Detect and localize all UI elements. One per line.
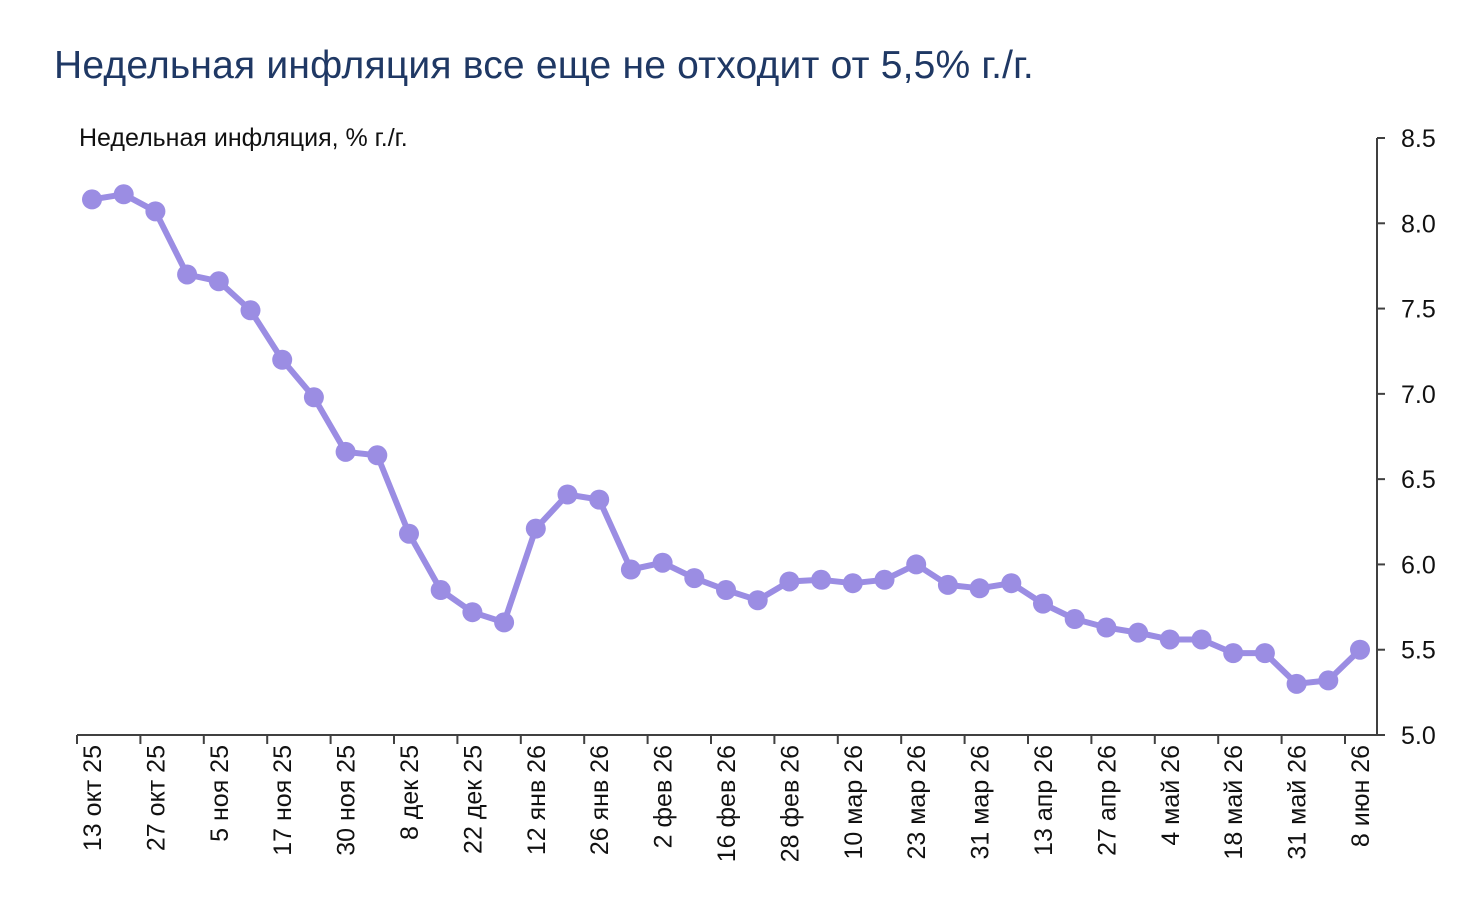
x-tick-label: 8 июн 26 bbox=[1347, 745, 1375, 847]
data-point bbox=[874, 569, 895, 590]
x-tick-label: 16 фев 26 bbox=[713, 745, 741, 862]
data-point bbox=[367, 445, 388, 466]
x-ticks: 13 окт 25 27 окт 25 5 ноя 25 17 ноя 25 30 но… bbox=[76, 735, 1375, 862]
data-point bbox=[494, 612, 515, 633]
series bbox=[82, 184, 1370, 694]
data-point bbox=[208, 271, 229, 292]
data-point bbox=[1254, 643, 1275, 664]
y-tick-label: 6.0 bbox=[1401, 551, 1436, 579]
y-ticks: 5.0 5.5 6.0 6.5 7.0 7.5 8.0 8.5 bbox=[1377, 125, 1436, 750]
data-point bbox=[779, 571, 800, 592]
x-tick-label: 10 мар 26 bbox=[840, 745, 868, 860]
data-point bbox=[1350, 639, 1370, 660]
x-tick-label: 27 апр 26 bbox=[1093, 745, 1121, 856]
x-tick-label: 31 май 26 bbox=[1284, 745, 1312, 860]
data-point bbox=[589, 489, 610, 510]
data-point bbox=[177, 264, 198, 285]
data-point bbox=[1318, 670, 1339, 691]
x-tick-label: 13 окт 25 bbox=[79, 745, 107, 851]
x-tick-label: 4 май 26 bbox=[1157, 745, 1185, 846]
data-point bbox=[557, 484, 578, 505]
data-point bbox=[462, 602, 483, 623]
x-tick-label: 26 янв 26 bbox=[586, 745, 614, 855]
x-tick-label: 30 ноя 25 bbox=[333, 745, 361, 856]
data-point bbox=[430, 580, 451, 601]
data-point bbox=[1223, 643, 1244, 664]
data-point bbox=[113, 184, 134, 205]
data-point bbox=[620, 559, 641, 580]
data-point bbox=[684, 568, 705, 589]
y-tick-label: 7.5 bbox=[1401, 296, 1436, 324]
data-point bbox=[1001, 573, 1022, 594]
data-point bbox=[272, 349, 293, 370]
data-point bbox=[716, 580, 736, 601]
x-tick-label: 22 дек 25 bbox=[459, 745, 487, 854]
y-tick-label: 8.5 bbox=[1401, 125, 1436, 153]
data-point bbox=[1033, 593, 1053, 614]
y-axis-label: Недельная инфляция, % г./г. bbox=[79, 124, 408, 152]
data-point bbox=[969, 578, 990, 599]
y-tick-label: 8.0 bbox=[1401, 210, 1436, 238]
data-point bbox=[335, 441, 356, 462]
y-tick-label: 7.0 bbox=[1401, 381, 1436, 409]
x-tick-label: 12 янв 26 bbox=[523, 745, 551, 855]
data-point bbox=[145, 201, 166, 222]
data-point bbox=[652, 552, 673, 573]
data-point bbox=[303, 387, 324, 408]
y-tick-label: 5.0 bbox=[1401, 722, 1436, 750]
data-point bbox=[82, 189, 102, 210]
data-point bbox=[1159, 629, 1180, 650]
data-point bbox=[811, 569, 832, 590]
data-point bbox=[525, 518, 546, 539]
y-tick-label: 6.5 bbox=[1401, 466, 1436, 494]
data-point bbox=[842, 573, 863, 594]
x-tick-label: 18 май 26 bbox=[1220, 745, 1248, 860]
data-point bbox=[1064, 609, 1085, 630]
series-line bbox=[89, 191, 1363, 687]
y-tick-label: 5.5 bbox=[1401, 637, 1436, 665]
chart-title: Недельная инфляция все еще не отходит от… bbox=[54, 44, 1034, 87]
data-point bbox=[240, 300, 261, 321]
x-tick-label: 23 мар 26 bbox=[903, 745, 931, 860]
data-point bbox=[747, 590, 768, 611]
data-point bbox=[1096, 617, 1117, 638]
x-tick-label: 13 апр 26 bbox=[1030, 745, 1058, 856]
x-tick-label: 28 фев 26 bbox=[776, 745, 804, 862]
axes bbox=[77, 138, 1378, 736]
x-tick-label: 8 дек 25 bbox=[396, 745, 424, 840]
x-tick-label: 5 ноя 25 bbox=[206, 745, 234, 842]
data-point bbox=[399, 523, 419, 544]
x-tick-label: 27 окт 25 bbox=[142, 745, 170, 851]
data-point bbox=[937, 574, 958, 595]
data-point bbox=[1191, 629, 1212, 650]
data-point bbox=[1128, 622, 1149, 643]
x-tick-label: 17 ноя 25 bbox=[269, 745, 297, 856]
x-tick-label: 31 мар 26 bbox=[967, 745, 995, 860]
x-tick-label: 2 фев 26 bbox=[650, 745, 678, 848]
data-point bbox=[1286, 673, 1307, 694]
data-point bbox=[906, 554, 927, 575]
